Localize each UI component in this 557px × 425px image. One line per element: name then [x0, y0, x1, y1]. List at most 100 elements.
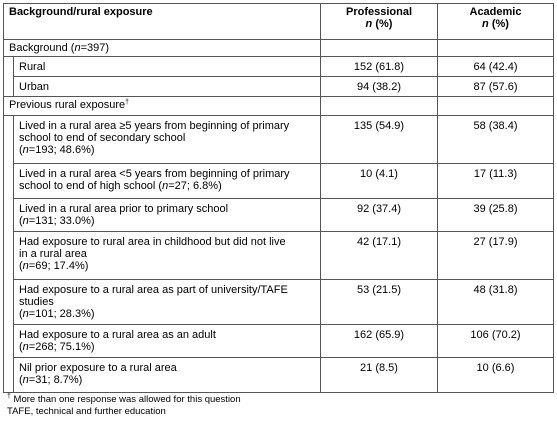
empty-cell [437, 39, 554, 57]
text: Had exposure to a rural area as part of … [19, 284, 288, 296]
text: Background/rural exposure [9, 6, 153, 18]
text-line: school to end of secondary school [19, 132, 315, 144]
text: Academic [469, 6, 522, 18]
italic-text: n [22, 144, 29, 156]
text-line: Had exposure to rural area in childhood … [19, 236, 315, 248]
value-cell: 27 (17.9) [437, 231, 554, 280]
text-line: Lived in a rural area <5 years from begi… [19, 168, 315, 180]
text: =131; 33.0%) [28, 215, 95, 227]
text: Had exposure to a rural area as an adult [19, 329, 216, 341]
section-label: Background (n=397) [3, 39, 321, 57]
data-row: Rural 152 (61.8) 64 (42.4) [3, 56, 554, 97]
text: =193; 48.6%) [28, 144, 95, 156]
superscript: † [125, 99, 130, 106]
text: ( [19, 144, 23, 156]
italic-text: n [22, 260, 29, 272]
italic-text: n [162, 180, 169, 192]
data-row: Had exposure to a rural area as part of … [4, 279, 554, 325]
text: Previous rural exposure [9, 99, 126, 111]
value-cell: 39 (25.8) [437, 198, 554, 232]
text-line: Had exposure to a rural area as an adult [19, 329, 315, 341]
row-label: Urban [13, 76, 321, 97]
italic-text: n [74, 42, 81, 54]
text: Lived in a rural area prior to primary s… [19, 203, 229, 215]
text-line: (n=193; 48.6%) [19, 144, 315, 156]
data-row: Lived in a rural area prior to primary s… [4, 198, 554, 232]
value-cell: 10 (6.6) [437, 357, 554, 393]
text: Professional [345, 6, 413, 18]
text: Lived in a rural area <5 years from begi… [19, 168, 290, 180]
text: school to end of secondary school [19, 132, 186, 144]
text-line: Previous rural exposure† [9, 99, 315, 111]
value-cell: 162 (65.9) [320, 324, 438, 358]
empty-cell [437, 96, 554, 116]
text: Urban [19, 81, 49, 93]
value-cell: 64 (42.4) [437, 56, 554, 77]
header-row: Background/rural exposure Professional n (… [3, 3, 554, 40]
text-line: studies [19, 296, 315, 308]
text: in a rural area [19, 248, 87, 260]
footnotes: † More than one response was allowed for… [7, 393, 241, 418]
text: Rural [19, 61, 46, 73]
text: =69; 17.4%) [28, 260, 89, 272]
section-label: Previous rural exposure† [3, 96, 321, 116]
header-cell: Academic n (%) [437, 3, 554, 40]
header-cell: Professional n (%) [320, 3, 438, 40]
value-cell: 42 (17.1) [320, 231, 438, 280]
text-line: n (%) [326, 18, 432, 30]
text-line: Lived in a rural area ≥5 years from begi… [19, 120, 315, 132]
text-line: (n=31; 8.7%) [19, 374, 315, 386]
text: =27; 6.8%) [168, 180, 222, 192]
row-label: Lived in a rural area prior to primary s… [13, 198, 321, 232]
italic-text: n [365, 18, 373, 30]
value-cell: 94 (38.2) [320, 76, 438, 97]
italic-text: n [482, 18, 489, 30]
value-cell: 92 (37.4) [320, 198, 438, 232]
text: studies [19, 296, 54, 308]
row-label: Lived in a rural area ≥5 years from begi… [13, 115, 321, 164]
superscript: † [7, 393, 11, 400]
text-line: (n=268; 75.1%) [19, 341, 315, 353]
data-row: Lived in a rural area <5 years from begi… [4, 163, 554, 199]
row-label: Nil prior exposure to a rural area (n=31;… [13, 357, 321, 393]
value-cell: 17 (11.3) [437, 163, 554, 199]
value-cell: 53 (21.5) [320, 279, 438, 325]
text: ( [19, 341, 23, 353]
footnote: † More than one response was allowed for… [7, 393, 241, 406]
text: (%) [372, 18, 393, 30]
text: ( [19, 308, 23, 320]
row-label: Lived in a rural area <5 years from begi… [13, 163, 321, 199]
italic-text: n [22, 374, 29, 386]
header-cell: Background/rural exposure [3, 3, 321, 40]
text: TAFE, technical and further education [7, 406, 166, 417]
italic-text: n [22, 215, 29, 227]
indent-cell [3, 115, 14, 393]
data-row: Had exposure to a rural area as an adult… [4, 324, 554, 358]
row-label: Rural [13, 56, 321, 77]
value-cell: 58 (38.4) [437, 115, 554, 164]
text: (%) [488, 18, 509, 30]
text-line: (n=131; 33.0%) [19, 215, 315, 227]
text: =397) [80, 42, 110, 54]
data-row: Urban 94 (38.2) 87 (57.6) [4, 76, 554, 97]
footnote: TAFE, technical and further education [7, 406, 241, 418]
value-cell: 135 (54.9) [320, 115, 438, 164]
text: ( [19, 260, 23, 272]
section-row: Previous rural exposure† [3, 96, 554, 116]
value-cell: 152 (61.8) [320, 56, 438, 77]
text: ( [19, 374, 23, 386]
italic-text: n [22, 308, 29, 320]
text: =31; 8.7%) [28, 374, 83, 386]
empty-cell [320, 39, 438, 57]
data-row: Had exposure to rural area in childhood … [4, 231, 554, 280]
value-cell: 48 (31.8) [437, 279, 554, 325]
text: =101; 28.3%) [28, 308, 95, 320]
text-line: Academic [443, 6, 548, 18]
text-line: Had exposure to a rural area as part of … [19, 284, 315, 296]
table: Background/rural exposure Professional n (… [3, 3, 554, 393]
text: Had exposure to rural area in childhood … [19, 236, 286, 248]
value-cell: 10 (4.1) [320, 163, 438, 199]
value-cell: 87 (57.6) [437, 76, 554, 97]
text-line: school to end of high school (n=27; 6.8%… [19, 180, 315, 192]
